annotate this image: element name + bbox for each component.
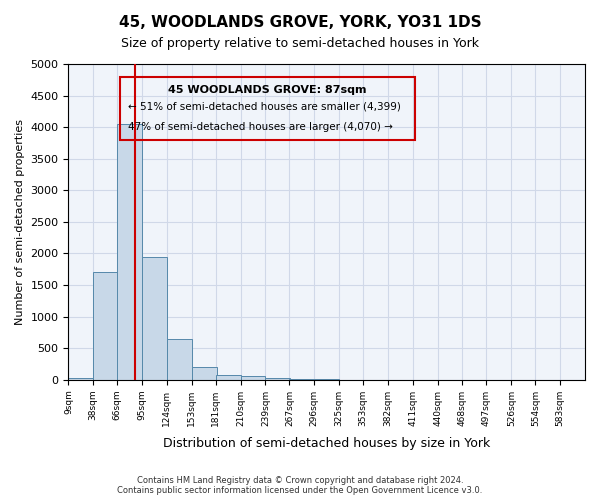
Bar [216, 374, 241, 380]
Text: Contains HM Land Registry data © Crown copyright and database right 2024.
Contai: Contains HM Land Registry data © Crown c… [118, 476, 482, 495]
Bar [167, 338, 192, 380]
Text: Size of property relative to semi-detached houses in York: Size of property relative to semi-detach… [121, 38, 479, 51]
Bar [142, 256, 167, 380]
Bar [117, 124, 142, 380]
Bar [241, 376, 265, 380]
Text: 45 WOODLANDS GROVE: 87sqm: 45 WOODLANDS GROVE: 87sqm [168, 84, 367, 94]
Bar [93, 272, 118, 380]
Text: 45, WOODLANDS GROVE, YORK, YO31 1DS: 45, WOODLANDS GROVE, YORK, YO31 1DS [119, 15, 481, 30]
Bar [68, 378, 93, 380]
Bar [192, 367, 217, 380]
Text: ← 51% of semi-detached houses are smaller (4,399): ← 51% of semi-detached houses are smalle… [128, 102, 401, 112]
Bar [265, 378, 290, 380]
X-axis label: Distribution of semi-detached houses by size in York: Distribution of semi-detached houses by … [163, 437, 490, 450]
Bar [289, 379, 314, 380]
Text: 47% of semi-detached houses are larger (4,070) →: 47% of semi-detached houses are larger (… [128, 122, 392, 132]
Y-axis label: Number of semi-detached properties: Number of semi-detached properties [15, 119, 25, 325]
